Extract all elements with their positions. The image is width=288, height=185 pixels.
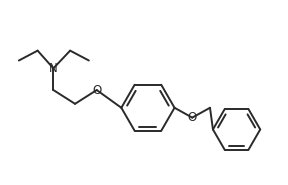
Text: N: N <box>49 62 58 75</box>
Text: O: O <box>92 84 101 97</box>
Text: O: O <box>188 111 197 124</box>
